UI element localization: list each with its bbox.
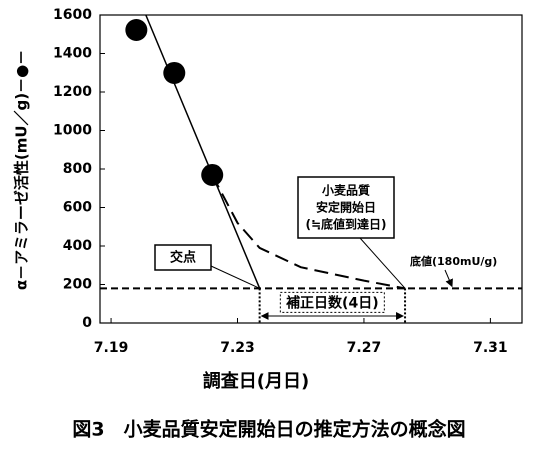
y-tick-label: 800 [63, 161, 92, 177]
y-tick-label: 1400 [53, 46, 92, 62]
start-pointer [359, 237, 406, 289]
start-label: 安定開始日 [316, 200, 376, 215]
correction-box [279, 291, 385, 313]
correction-label: 補正日数(4日) [285, 294, 379, 311]
data-point [201, 163, 224, 186]
baseline-label: 底値(180mU/g) [410, 254, 497, 268]
y-tick-label: 200 [63, 277, 92, 293]
intersection-box [154, 244, 212, 271]
intersection-pointer [210, 265, 260, 289]
data-point [125, 19, 148, 42]
x-axis-label: 調査日(月日) [203, 370, 309, 392]
y-tick-label: 600 [63, 200, 92, 216]
y-tick-label: 1200 [53, 84, 92, 100]
y-tick-label: 1600 [53, 7, 92, 23]
y-tick-label: 1000 [53, 123, 92, 139]
x-tick-label: 7.23 [220, 340, 255, 356]
x-tick-label: 7.19 [94, 340, 129, 356]
chart-title: 図3 小麦品質安定開始日の推定方法の概念図 [72, 418, 465, 441]
trend-curve [211, 174, 406, 290]
y-tick-label: 400 [63, 238, 92, 254]
plot-frame [99, 14, 523, 324]
start-box [297, 176, 395, 239]
baseline-pointer [444, 269, 453, 288]
data-point [163, 61, 186, 84]
y-tick-label: 0 [82, 315, 92, 331]
regression-line [145, 14, 261, 289]
start-label: 小麦品質 [322, 183, 370, 198]
start-label: (≒底値到達日) [305, 217, 386, 232]
y-axis-label: α－アミラーゼ活性(mU／g)－●－ [13, 50, 31, 290]
x-tick-label: 7.27 [347, 340, 382, 356]
x-tick-label: 7.31 [473, 340, 508, 356]
intersection-label: 交点 [170, 250, 196, 266]
